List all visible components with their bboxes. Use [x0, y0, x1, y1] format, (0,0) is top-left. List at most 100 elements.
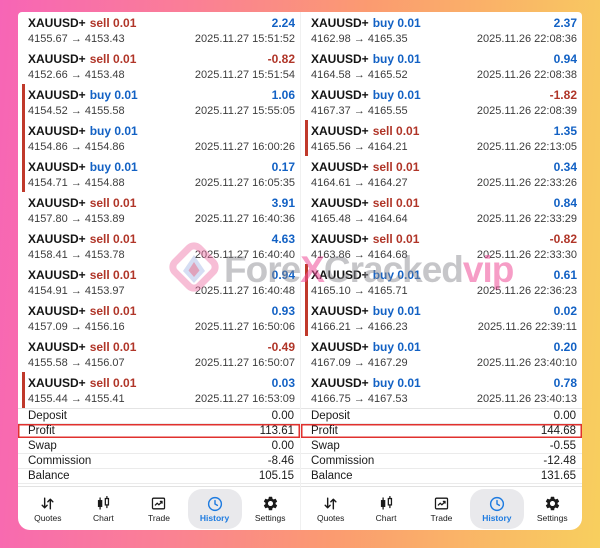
quotes-icon — [39, 495, 56, 513]
trade-time: 2025.11.26 22:08:38 — [476, 69, 577, 81]
history-panel-left: XAUUSD+ sell 0.01 2.24 4155.67 → 4153.43 … — [18, 12, 300, 530]
summary-value: -0.55 — [549, 440, 576, 452]
trade-symbol: XAUUSD+ — [28, 268, 86, 282]
trade-list: XAUUSD+ sell 0.01 2.24 4155.67 → 4153.43 … — [18, 12, 300, 408]
trade-price: 4157.80 → 4153.89 — [28, 213, 125, 225]
trade-row[interactable]: XAUUSD+ sell 0.01 0.84 4165.48 → 4164.64 … — [301, 192, 582, 228]
trade-price: 4154.86 → 4154.86 — [28, 141, 125, 153]
trade-side: buy 0.01 — [372, 52, 421, 66]
trade-side: sell 0.01 — [89, 16, 137, 30]
trade-row[interactable]: XAUUSD+ buy 0.01 4154.86 → 4154.86 2025.1… — [18, 120, 300, 156]
tab-quotes[interactable]: Quotes — [304, 489, 358, 529]
trade-profit: 0.03 — [271, 376, 295, 390]
trade-row[interactable]: XAUUSD+ sell 0.01 -0.82 4152.66 → 4153.48… — [18, 48, 300, 84]
summary-label: Balance — [28, 470, 70, 482]
trade-price: 4164.61 → 4164.27 — [311, 177, 408, 189]
trade-row[interactable]: XAUUSD+ sell 0.01 3.91 4157.80 → 4153.89 … — [18, 192, 300, 228]
trade-price: 4158.41 → 4153.78 — [28, 249, 125, 261]
trade-side: buy 0.01 — [372, 340, 421, 354]
trade-time: 2025.11.26 22:33:26 — [476, 177, 577, 189]
trade-price: 4152.66 → 4153.48 — [28, 69, 125, 81]
summary-row: Swap 0.00 — [18, 439, 300, 454]
trade-row[interactable]: XAUUSD+ buy 0.01 0.20 4167.09 → 4167.29 2… — [301, 336, 582, 372]
trade-symbol: XAUUSD+ — [28, 232, 86, 246]
trade-symbol: XAUUSD+ — [311, 88, 369, 102]
trade-time: 2025.11.27 16:50:06 — [194, 321, 295, 333]
trade-symbol: XAUUSD+ — [311, 52, 369, 66]
trade-profit: 0.17 — [271, 160, 295, 174]
quotes-icon — [322, 495, 339, 513]
trade-profit: 0.84 — [553, 196, 577, 210]
trade-row[interactable]: XAUUSD+ buy 0.01 2.37 4162.98 → 4165.35 2… — [301, 12, 582, 48]
trade-profit: 3.91 — [271, 196, 295, 210]
trade-price: 4163.86 → 4164.68 — [311, 249, 408, 261]
tab-history[interactable]: History — [187, 488, 242, 529]
trade-instrument: XAUUSD+ buy 0.01 — [311, 88, 421, 103]
trade-profit: -0.49 — [267, 340, 295, 354]
trade-side: buy 0.01 — [89, 124, 138, 138]
trade-price: 4165.10 → 4165.71 — [311, 285, 408, 297]
tab-history[interactable]: History — [469, 488, 524, 529]
tab-settings[interactable]: Settings — [525, 489, 579, 529]
trade-instrument: XAUUSD+ buy 0.01 — [311, 52, 421, 67]
trade-time: 2025.11.27 16:05:35 — [194, 177, 295, 189]
trade-row[interactable]: XAUUSD+ buy 0.01 0.94 4164.58 → 4165.52 2… — [301, 48, 582, 84]
summary-row: Balance 131.65 — [301, 469, 582, 484]
trade-symbol: XAUUSD+ — [311, 160, 369, 174]
summary-value: 131.65 — [540, 470, 576, 482]
summary-label: Commission — [28, 455, 92, 467]
summary-value: 0.00 — [271, 440, 294, 452]
trade-time: 2025.11.27 16:40:40 — [194, 249, 295, 261]
history-icon — [488, 495, 506, 513]
trade-row[interactable]: XAUUSD+ sell 0.01 0.34 4164.61 → 4164.27 … — [301, 156, 582, 192]
trade-row[interactable]: XAUUSD+ buy 0.01 -1.82 4167.37 → 4165.55 … — [301, 84, 582, 120]
trade-instrument: XAUUSD+ sell 0.01 — [28, 304, 136, 319]
trade-time: 2025.11.27 16:40:48 — [194, 285, 295, 297]
trade-time: 2025.11.26 22:08:36 — [476, 33, 577, 45]
trade-row[interactable]: XAUUSD+ sell 0.01 1.35 4165.56 → 4164.21 … — [301, 120, 582, 156]
trade-symbol: XAUUSD+ — [28, 376, 86, 390]
summary-value: -12.48 — [543, 455, 576, 467]
summary-value: 0.00 — [271, 410, 294, 422]
trade-price: 4164.58 → 4165.52 — [311, 69, 408, 81]
trade-profit: -0.82 — [549, 232, 577, 246]
tab-chart[interactable]: Chart — [76, 489, 130, 529]
summary-row: Commission -12.48 — [301, 454, 582, 469]
tab-chart[interactable]: Chart — [359, 489, 413, 529]
trade-time: 2025.11.26 22:36:23 — [476, 285, 577, 297]
tab-quotes[interactable]: Quotes — [21, 489, 75, 529]
trade-side: sell 0.01 — [372, 232, 420, 246]
trade-symbol: XAUUSD+ — [28, 88, 86, 102]
trade-side: sell 0.01 — [372, 160, 420, 174]
trade-row[interactable]: XAUUSD+ sell 0.01 2.24 4155.67 → 4153.43 … — [18, 12, 300, 48]
trade-side: sell 0.01 — [89, 232, 137, 246]
trade-profit: 0.94 — [553, 52, 577, 66]
trade-row[interactable]: XAUUSD+ sell 0.01 0.03 4155.44 → 4155.41 … — [18, 372, 300, 408]
trade-row[interactable]: XAUUSD+ sell 0.01 0.93 4157.09 → 4156.16 … — [18, 300, 300, 336]
trade-row[interactable]: XAUUSD+ buy 0.01 0.78 4166.75 → 4167.53 2… — [301, 372, 582, 408]
trade-row[interactable]: XAUUSD+ buy 0.01 0.61 4165.10 → 4165.71 2… — [301, 264, 582, 300]
summary-list: Deposit 0.00 Profit 113.61 Swap 0.00 Com… — [18, 408, 300, 484]
trade-time: 2025.11.27 16:00:26 — [194, 141, 295, 153]
trade-row[interactable]: XAUUSD+ sell 0.01 -0.82 4163.86 → 4164.68… — [301, 228, 582, 264]
tab-trade[interactable]: Trade — [132, 489, 186, 529]
trade-row[interactable]: XAUUSD+ sell 0.01 4.63 4158.41 → 4153.78 … — [18, 228, 300, 264]
tab-trade[interactable]: Trade — [414, 489, 468, 529]
trade-time: 2025.11.27 15:51:52 — [194, 33, 295, 45]
trade-profit: 0.02 — [553, 304, 577, 318]
summary-row: Profit 113.61 — [18, 424, 300, 439]
chart-icon — [95, 495, 112, 513]
trade-row[interactable]: XAUUSD+ sell 0.01 -0.49 4155.58 → 4156.07… — [18, 336, 300, 372]
trade-price: 4155.44 → 4155.41 — [28, 393, 125, 405]
tab-settings[interactable]: Settings — [243, 489, 297, 529]
trade-row[interactable]: XAUUSD+ buy 0.01 1.06 4154.52 → 4155.58 2… — [18, 84, 300, 120]
trade-instrument: XAUUSD+ sell 0.01 — [28, 268, 136, 283]
trade-row[interactable]: XAUUSD+ sell 0.01 0.94 4154.91 → 4153.97 … — [18, 264, 300, 300]
trade-instrument: XAUUSD+ buy 0.01 — [28, 124, 138, 139]
trade-instrument: XAUUSD+ buy 0.01 — [311, 340, 421, 355]
trade-row[interactable]: XAUUSD+ buy 0.01 0.02 4166.21 → 4166.23 2… — [301, 300, 582, 336]
trade-symbol: XAUUSD+ — [311, 376, 369, 390]
trade-time: 2025.11.26 22:39:11 — [477, 321, 577, 333]
trade-profit: -0.82 — [267, 52, 295, 66]
trade-row[interactable]: XAUUSD+ buy 0.01 0.17 4154.71 → 4154.88 2… — [18, 156, 300, 192]
